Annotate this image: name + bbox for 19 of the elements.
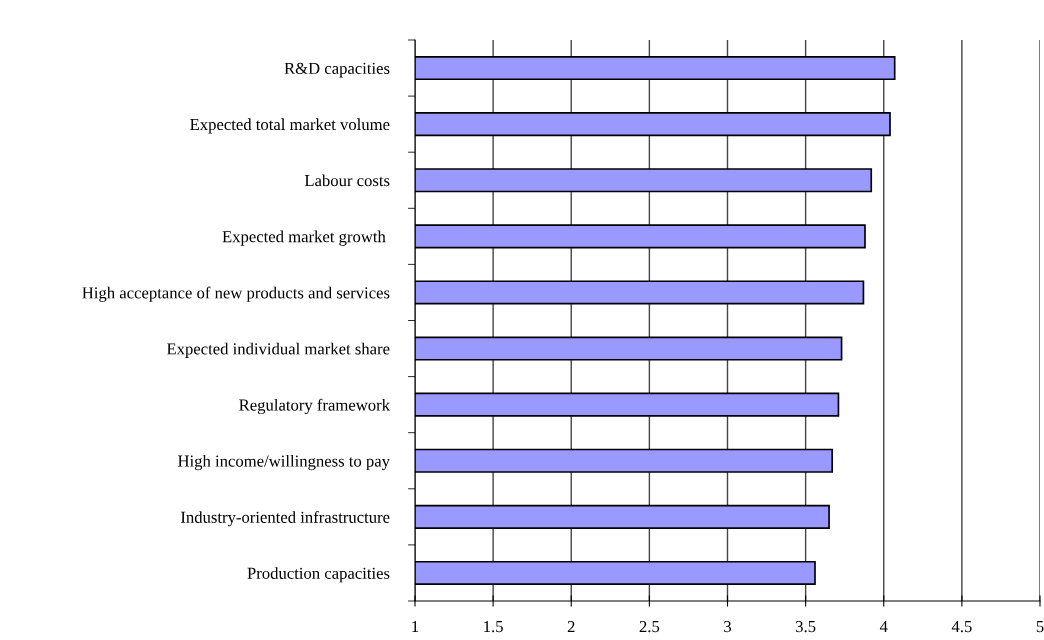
y-tick-label: Regulatory framework [239, 398, 390, 415]
y-tick-label: Production capacities [247, 567, 390, 583]
y-tick-label: R&D capacities [284, 62, 390, 78]
x-tick-label: 4 [879, 621, 888, 633]
x-tick-label: 5 [1036, 621, 1044, 633]
x-tick-label: 2.5 [639, 620, 660, 633]
y-tick-label: Expected individual market share [166, 342, 390, 358]
x-tick-label: 2 [567, 620, 575, 633]
y-tick-label: Labour costs [304, 174, 390, 187]
y-tick-label: High acceptance of new products and services [82, 286, 390, 302]
x-tick-label: 1.5 [484, 621, 503, 633]
y-tick-label: High income/willingness to pay [178, 454, 390, 471]
x-tick-label: 3 [724, 620, 732, 633]
x-tick-label: 4.5 [951, 621, 972, 633]
x-tick-label: 1 [412, 621, 419, 633]
y-tick-label: Expected total market volume [190, 118, 390, 134]
y-tick-label: Expected market growth [222, 230, 386, 246]
y-tick-label: Industry-oriented infrastructure [180, 510, 390, 527]
x-tick-label: 3.5 [796, 620, 816, 633]
